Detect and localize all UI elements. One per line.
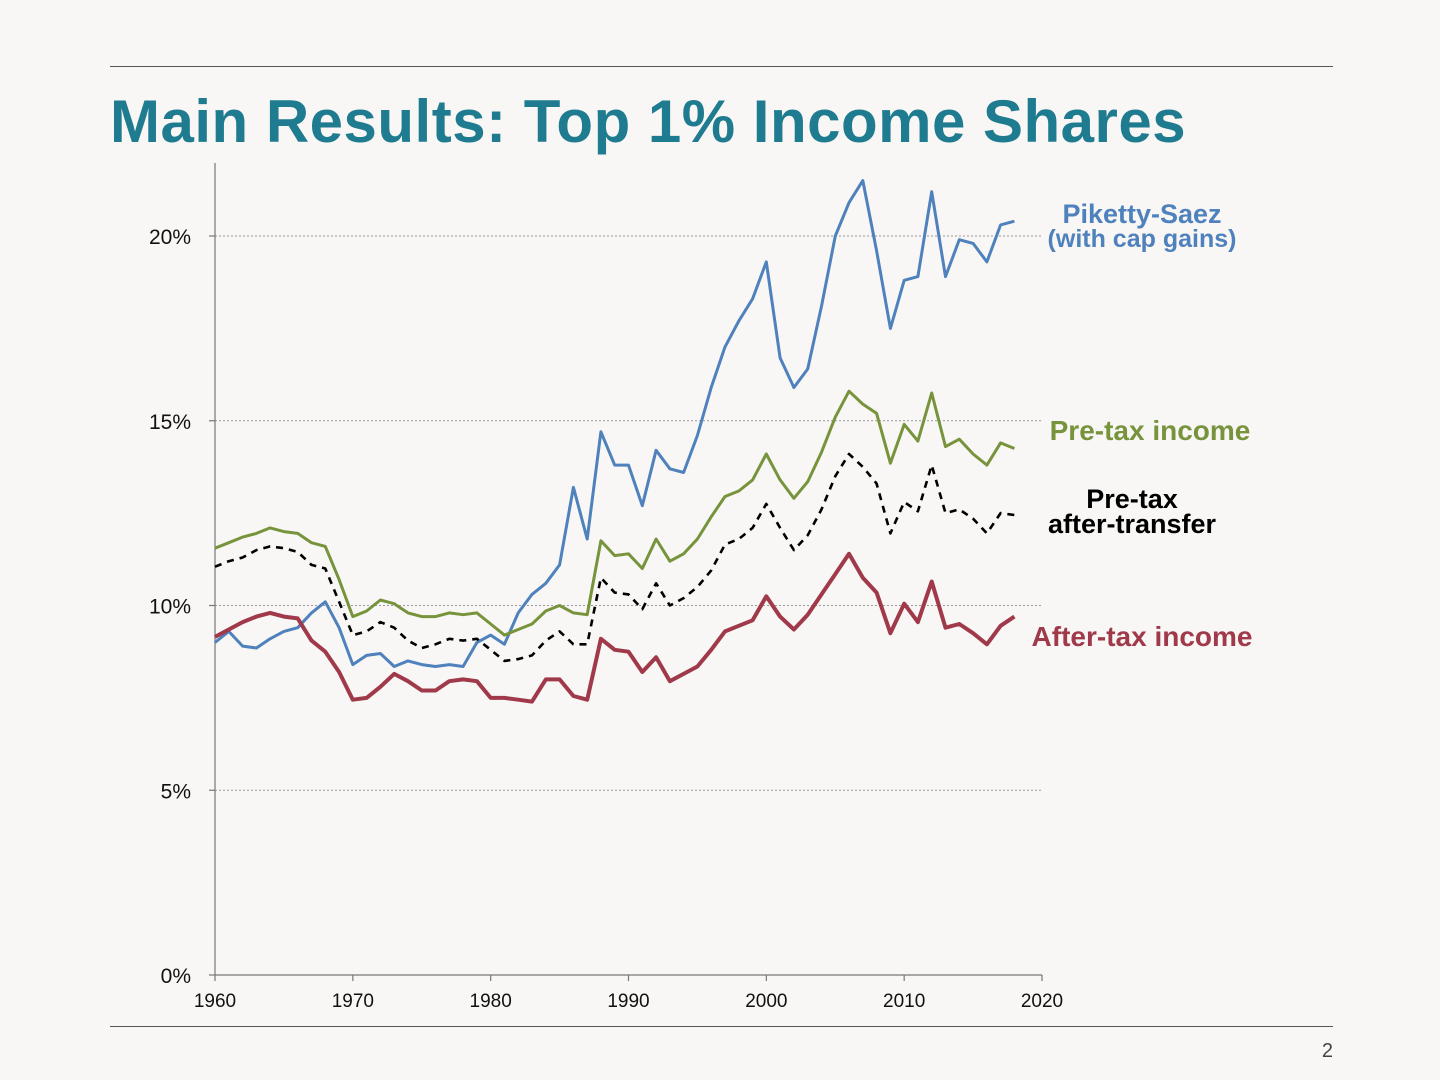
page-number: 2 (1321, 1040, 1333, 1062)
series-label-0: Piketty-Saez (1062, 199, 1221, 229)
bottom-rule (110, 1026, 1333, 1027)
gridlines (215, 235, 1042, 791)
slide-title: Main Results: Top 1% Income Shares (110, 88, 1187, 155)
series-labels: Piketty-Saez(with cap gains) Pre-tax inco… (1032, 199, 1253, 652)
series-line-2 (214, 452, 1015, 663)
x-tick-label: 1970 (332, 991, 374, 1012)
series-line-3 (214, 551, 1016, 704)
y-tick-label: 20% (149, 226, 191, 249)
y-tick-label: 15% (149, 411, 191, 434)
series-label-2: Pre-tax (1086, 484, 1178, 514)
x-tick-label: 1980 (470, 991, 512, 1012)
y-tick-label: 5% (161, 780, 191, 803)
x-tick-label: 2000 (745, 991, 787, 1012)
series-label-2-line2: after-transfer (1048, 509, 1217, 539)
tick-labels: 0% 5% 10% 15% 20% 1960 1970 1980 1990 2000 2010 202… (149, 226, 1063, 1012)
x-tick-label: 1960 (194, 991, 236, 1012)
axes (209, 163, 1043, 981)
series-label-0-line2: (with cap gains) (1048, 225, 1237, 253)
y-tick-label: 0% (161, 965, 191, 988)
x-tick-label: 1990 (607, 991, 649, 1012)
series-line-1 (214, 389, 1015, 637)
top-rule (110, 66, 1333, 67)
series-lines (214, 179, 1016, 704)
x-tick-label: 2020 (1021, 991, 1063, 1012)
y-tick-label: 10% (149, 596, 191, 619)
series-label-1: Pre-tax income (1050, 415, 1251, 446)
x-tick-label: 2010 (883, 991, 925, 1012)
series-label-3: After-tax income (1032, 621, 1253, 652)
series-line-0 (214, 179, 1015, 668)
